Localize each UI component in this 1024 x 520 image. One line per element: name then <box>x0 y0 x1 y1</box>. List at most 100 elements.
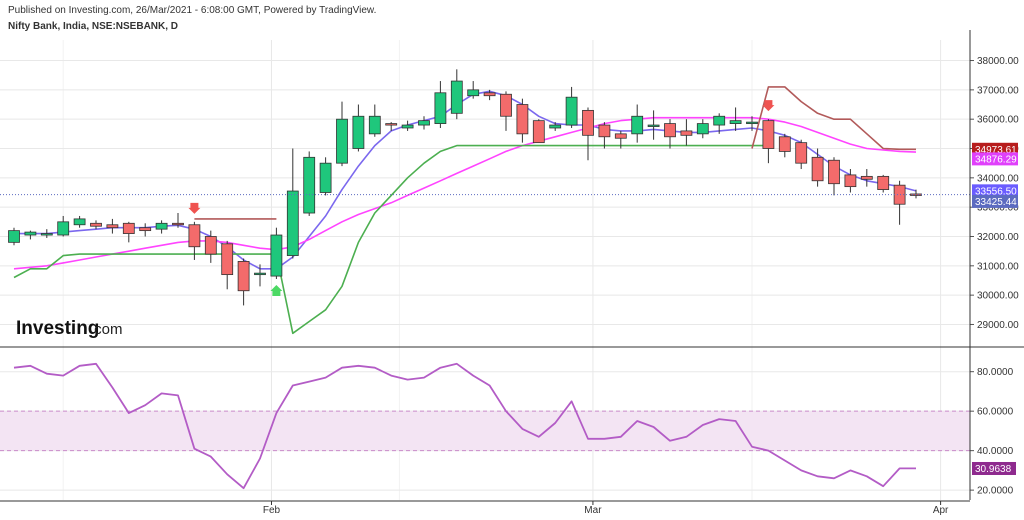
price-tag-label: 33556.50 <box>975 186 1017 197</box>
candles <box>8 69 922 306</box>
candle-body <box>434 92 447 124</box>
candle <box>893 180 906 225</box>
candle <box>828 157 840 196</box>
axes: 29000.00 30000.00 31000.00 32000.00 33000.00… <box>0 30 1024 516</box>
candle-body <box>844 174 857 188</box>
rsi-band-fill <box>0 411 970 451</box>
candle <box>254 264 266 287</box>
price-tag-box <box>972 194 1018 208</box>
price-tag-label: 34973.61 <box>975 145 1017 156</box>
x-tick-label: Mar <box>584 505 602 516</box>
candle-body <box>795 142 808 164</box>
candle <box>565 86 578 128</box>
candle <box>73 215 86 228</box>
price-tag-box <box>972 184 1018 198</box>
candle <box>385 122 398 131</box>
candle-body <box>286 190 299 256</box>
candle <box>680 119 693 146</box>
candle <box>647 110 660 140</box>
price-tick-label: 34000.00 <box>977 173 1019 184</box>
price-tag: 30.9638 <box>972 461 1016 475</box>
price-tick-label: 32000.00 <box>977 232 1019 243</box>
candle <box>434 81 447 128</box>
price-tick-label: 33000.00 <box>977 203 1019 214</box>
candle-body <box>352 115 365 149</box>
x-tick-label: Feb <box>263 505 281 516</box>
candle-body <box>336 118 348 164</box>
candle <box>500 91 512 131</box>
candle-body <box>467 89 480 97</box>
candle-body <box>221 243 234 276</box>
candle <box>237 258 250 306</box>
candle-body <box>303 156 316 214</box>
rsi-tick-label: 40.0000 <box>977 446 1014 457</box>
published-caption: Published on Investing.com, 26/Mar/2021 … <box>8 5 377 16</box>
candle <box>352 104 365 152</box>
candle <box>549 122 562 131</box>
candle-body <box>532 120 545 144</box>
candle-body <box>254 272 266 276</box>
x-tick-label: Apr <box>933 505 949 516</box>
candle <box>336 101 348 167</box>
indicator-line-1 <box>14 90 917 270</box>
rsi-tick-label: 80.0000 <box>977 367 1014 378</box>
candle-body <box>828 159 840 185</box>
candle <box>877 174 890 193</box>
rsi-band <box>0 410 970 452</box>
candle <box>401 120 414 131</box>
candle-body <box>237 261 250 292</box>
candle <box>713 113 726 134</box>
candle <box>270 227 283 280</box>
candle <box>319 157 332 196</box>
candle <box>516 98 529 143</box>
price-tick-label: 38000.00 <box>977 56 1019 67</box>
candle-body <box>57 221 70 236</box>
candle <box>106 218 119 234</box>
candle <box>57 215 70 237</box>
rsi-tick-label: 60.0000 <box>977 407 1014 418</box>
price-tick-label: 30000.00 <box>977 291 1019 302</box>
candle <box>303 151 316 216</box>
candle-body <box>418 120 430 126</box>
sell-signal-icon <box>762 100 775 112</box>
candle-body <box>106 224 119 229</box>
indicator-line-3 <box>13 144 769 335</box>
candle-body <box>598 124 611 138</box>
price-tick-label: 37000.00 <box>977 85 1019 96</box>
candle-body <box>811 156 824 182</box>
candle-body <box>549 124 562 129</box>
candle <box>631 104 644 143</box>
candle <box>155 220 168 234</box>
candle-body <box>368 115 381 135</box>
price-tag-label: 33425.44 <box>975 197 1017 208</box>
signals <box>188 100 775 297</box>
logo-text: Investing <box>16 318 99 339</box>
logo-suffix: .com <box>90 321 123 338</box>
candle-body <box>516 104 529 135</box>
candle <box>221 240 234 290</box>
candle-body <box>762 120 775 149</box>
sell-signal-icon <box>188 202 201 214</box>
candle-body <box>319 162 332 193</box>
candle-body <box>631 115 644 135</box>
candle-body <box>188 224 201 248</box>
price-tag-label: 34876.29 <box>975 154 1017 165</box>
candle <box>795 139 808 170</box>
candle <box>532 119 545 144</box>
candle-body <box>8 230 20 243</box>
candle <box>910 189 922 199</box>
candle <box>762 119 775 164</box>
price-tag: 33556.50 <box>972 184 1018 198</box>
rsi-line <box>13 362 916 490</box>
investing-logo: Investing .com <box>16 318 123 339</box>
candle-body <box>139 227 152 232</box>
candle <box>696 119 709 139</box>
candle-body <box>713 115 726 126</box>
candle-body <box>877 175 890 190</box>
candle <box>172 213 184 228</box>
price-tick-label: 31000.00 <box>977 261 1019 272</box>
candle <box>778 133 791 158</box>
candle <box>24 230 37 240</box>
